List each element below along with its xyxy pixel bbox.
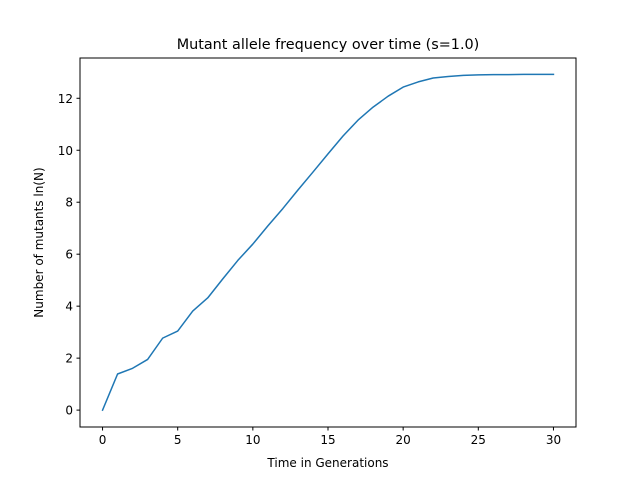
y-tick-label: 8 bbox=[65, 196, 73, 210]
x-tick-label: 25 bbox=[471, 433, 486, 447]
axes-spines bbox=[79, 57, 577, 428]
series-line bbox=[101, 73, 555, 412]
y-tick-label: 12 bbox=[58, 92, 73, 106]
x-tick-label: 10 bbox=[245, 433, 260, 447]
y-tick-label: 10 bbox=[58, 144, 73, 158]
y-tick-label: 0 bbox=[65, 404, 73, 418]
ticks-layer: 0 5 10 15 20 25 30 0 2 4 6 8 10 12 bbox=[58, 92, 561, 447]
y-tick-label: 6 bbox=[65, 248, 73, 262]
x-tick-label: 15 bbox=[320, 433, 335, 447]
x-tick-label: 0 bbox=[99, 433, 107, 447]
y-axis-label: Number of mutants ln(N) bbox=[32, 167, 46, 317]
x-tick-label: 20 bbox=[396, 433, 411, 447]
x-tick-label: 30 bbox=[546, 433, 561, 447]
x-axis-label: Time in Generations bbox=[266, 456, 388, 470]
y-tick-label: 2 bbox=[65, 352, 73, 366]
y-tick-label: 4 bbox=[65, 300, 73, 314]
plot-area bbox=[80, 58, 576, 427]
series-layer bbox=[101, 73, 555, 412]
x-tick-label: 5 bbox=[174, 433, 182, 447]
chart-title: Mutant allele frequency over time (s=1.0… bbox=[177, 37, 480, 53]
